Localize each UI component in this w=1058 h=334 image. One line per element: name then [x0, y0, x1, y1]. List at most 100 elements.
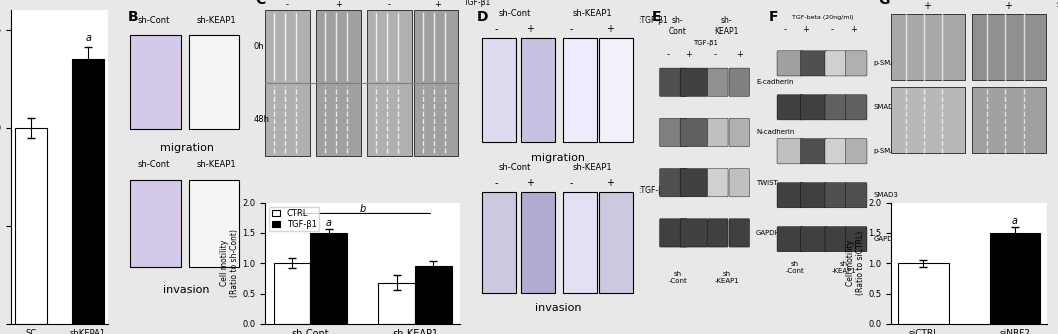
FancyBboxPatch shape: [972, 87, 1046, 153]
FancyBboxPatch shape: [777, 51, 803, 76]
Text: p-SMAD2: p-SMAD2: [873, 60, 905, 66]
Point: [416, 84, 428, 88]
Text: +: +: [334, 0, 342, 9]
Text: E: E: [652, 10, 661, 24]
FancyBboxPatch shape: [845, 51, 867, 76]
Text: sh-KEAP1: sh-KEAP1: [196, 16, 236, 25]
Text: 48h: 48h: [253, 115, 269, 124]
Text: TGF-beta (20ng/ml): TGF-beta (20ng/ml): [791, 15, 853, 20]
FancyBboxPatch shape: [972, 14, 1046, 80]
Text: sh
-Cont: sh -Cont: [786, 261, 804, 274]
Point: [427, 78, 440, 82]
Point: [391, 11, 404, 15]
Point: [936, 85, 949, 89]
Text: migration: migration: [531, 153, 585, 163]
Point: [1018, 151, 1030, 155]
Text: sh
-KEAP1: sh -KEAP1: [832, 261, 856, 274]
Y-axis label: Cell motility
(Ratio to siCTRL): Cell motility (Ratio to siCTRL): [846, 231, 865, 295]
FancyBboxPatch shape: [845, 95, 867, 120]
Text: GAPDH: GAPDH: [873, 236, 898, 242]
Text: :TGF-β1: :TGF-β1: [638, 16, 668, 25]
Text: +: +: [526, 178, 534, 188]
FancyBboxPatch shape: [659, 118, 687, 147]
Point: [936, 12, 949, 16]
Point: [899, 78, 912, 82]
Text: -: -: [713, 50, 716, 59]
Point: [439, 84, 452, 88]
FancyBboxPatch shape: [481, 38, 516, 142]
Point: [427, 84, 440, 88]
FancyBboxPatch shape: [825, 51, 846, 76]
FancyBboxPatch shape: [825, 95, 846, 120]
Point: [439, 11, 452, 15]
Legend: CTRL, TGF-β1: CTRL, TGF-β1: [269, 207, 320, 231]
Point: [981, 85, 993, 89]
Text: a: a: [1013, 216, 1018, 225]
Text: sh-
KEAP1: sh- KEAP1: [714, 16, 738, 36]
Text: -: -: [831, 25, 834, 34]
Text: -: -: [387, 0, 390, 9]
FancyBboxPatch shape: [189, 35, 239, 129]
Point: [268, 78, 280, 82]
Point: [290, 11, 303, 15]
Point: [290, 78, 303, 82]
FancyBboxPatch shape: [481, 192, 516, 293]
Point: [936, 151, 949, 155]
Point: [381, 11, 394, 15]
Bar: [898, 263, 949, 324]
FancyBboxPatch shape: [130, 180, 181, 268]
Text: a: a: [85, 33, 91, 43]
FancyBboxPatch shape: [708, 118, 728, 147]
Point: [917, 12, 930, 16]
FancyBboxPatch shape: [777, 183, 803, 208]
FancyBboxPatch shape: [659, 169, 687, 197]
FancyBboxPatch shape: [801, 95, 827, 120]
Text: sh
-KEAP1: sh -KEAP1: [714, 271, 738, 284]
Point: [917, 85, 930, 89]
Point: [981, 78, 993, 82]
FancyBboxPatch shape: [801, 139, 827, 164]
Text: sh-KEAP1: sh-KEAP1: [573, 163, 613, 172]
Text: B: B: [128, 10, 139, 24]
Text: +: +: [685, 50, 692, 59]
Point: [917, 151, 930, 155]
Text: -: -: [569, 178, 572, 188]
Text: migration: migration: [160, 143, 214, 153]
FancyBboxPatch shape: [708, 68, 728, 96]
FancyBboxPatch shape: [680, 118, 708, 147]
FancyBboxPatch shape: [801, 183, 827, 208]
Bar: [310, 233, 347, 324]
Point: [318, 11, 331, 15]
Point: [290, 151, 303, 155]
Bar: [415, 266, 452, 324]
Bar: [990, 233, 1040, 324]
Point: [330, 84, 343, 88]
Point: [381, 84, 394, 88]
Point: [369, 151, 382, 155]
Text: sh-KEAP1: sh-KEAP1: [573, 9, 613, 18]
Text: sh-
Cont: sh- Cont: [669, 16, 687, 36]
Point: [341, 84, 353, 88]
FancyBboxPatch shape: [563, 38, 598, 142]
Point: [381, 151, 394, 155]
Text: TGF-β1: TGF-β1: [693, 39, 717, 45]
Text: b: b: [360, 204, 366, 214]
FancyBboxPatch shape: [891, 14, 965, 80]
Text: p-SMAD3: p-SMAD3: [873, 148, 905, 154]
Text: -: -: [784, 25, 787, 34]
FancyBboxPatch shape: [845, 227, 867, 252]
Point: [999, 12, 1011, 16]
Point: [268, 84, 280, 88]
Point: [981, 12, 993, 16]
FancyBboxPatch shape: [563, 192, 598, 293]
FancyBboxPatch shape: [599, 38, 634, 142]
Text: invasion: invasion: [163, 285, 209, 295]
Text: +: +: [526, 24, 534, 34]
FancyBboxPatch shape: [729, 68, 749, 96]
Text: :TGF-β1: :TGF-β1: [638, 186, 668, 195]
Text: N-cadherin: N-cadherin: [755, 130, 795, 136]
Point: [290, 84, 303, 88]
Y-axis label: Cell motility
(Ratio to sh-Cont): Cell motility (Ratio to sh-Cont): [220, 229, 239, 297]
Point: [439, 151, 452, 155]
Text: D: D: [477, 10, 489, 24]
